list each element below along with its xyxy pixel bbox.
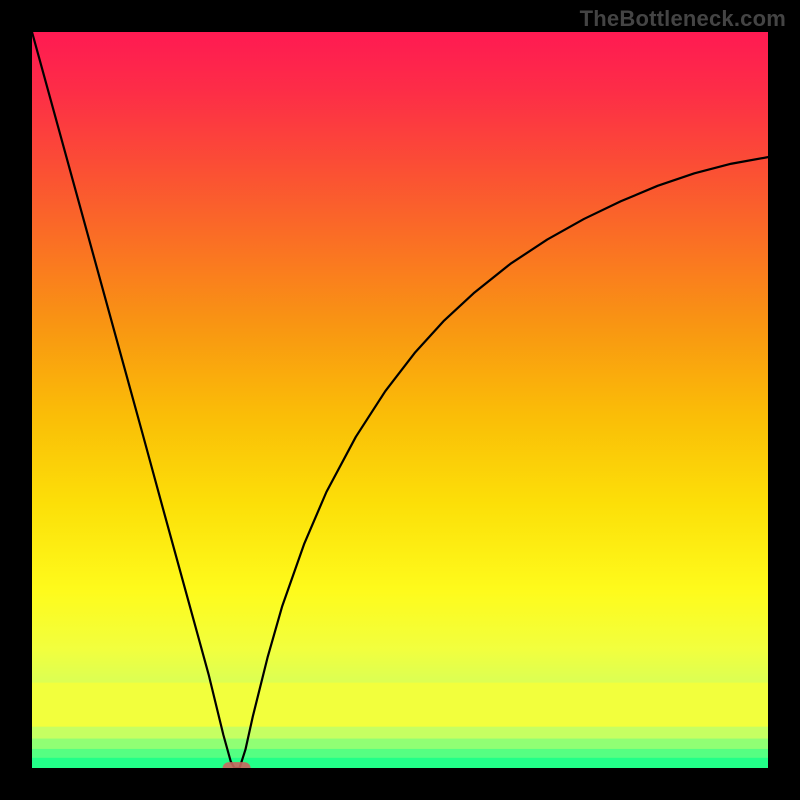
plot-background bbox=[32, 32, 768, 768]
plot-area bbox=[32, 32, 768, 768]
bottom-color-bands bbox=[32, 683, 768, 768]
chart-canvas: TheBottleneck.com bbox=[0, 0, 800, 800]
minimum-marker bbox=[223, 762, 251, 768]
watermark-text: TheBottleneck.com bbox=[580, 6, 786, 32]
chart-svg bbox=[32, 32, 768, 768]
